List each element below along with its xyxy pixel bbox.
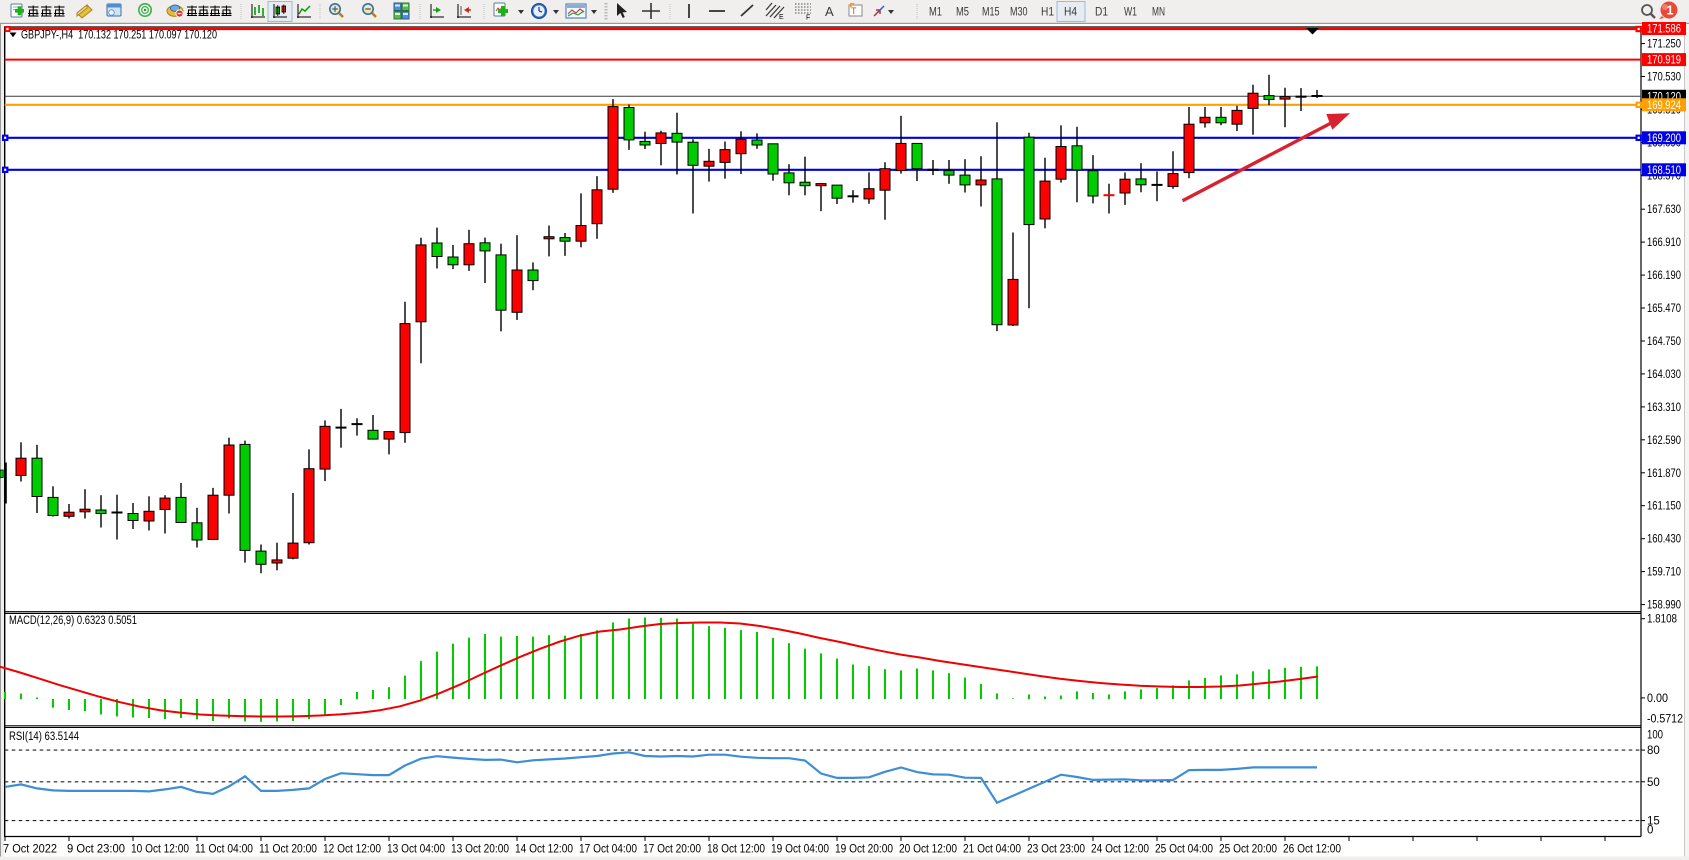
svg-text:19 Oct 04:00: 19 Oct 04:00 <box>771 844 829 856</box>
svg-text:161.870: 161.870 <box>1647 468 1681 480</box>
svg-text:171.250: 171.250 <box>1647 39 1681 51</box>
svg-text:0: 0 <box>1647 825 1653 837</box>
svg-text:161.150: 161.150 <box>1647 501 1681 513</box>
svg-text:170.919: 170.919 <box>1647 55 1681 67</box>
svg-text:167.630: 167.630 <box>1647 204 1681 216</box>
svg-text:12 Oct 12:00: 12 Oct 12:00 <box>323 844 381 856</box>
svg-text:GBPJPY-,H4 170.132 170.251 17: GBPJPY-,H4 170.132 170.251 170.097 170.1… <box>21 28 217 42</box>
svg-text:M5: M5 <box>956 5 969 19</box>
svg-text:RSI(14) 63.5144: RSI(14) 63.5144 <box>9 731 79 743</box>
svg-text:15: 15 <box>1647 816 1660 828</box>
svg-text:165.470: 165.470 <box>1647 303 1681 315</box>
svg-text:19 Oct 20:00: 19 Oct 20:00 <box>835 844 893 856</box>
svg-text:24 Oct 12:00: 24 Oct 12:00 <box>1091 844 1149 856</box>
svg-text:168.510: 168.510 <box>1647 165 1681 177</box>
svg-text:164.030: 164.030 <box>1647 369 1681 381</box>
svg-text:166.190: 166.190 <box>1647 270 1681 282</box>
svg-text:MACD(12,26,9) 0.6323 0.5051: MACD(12,26,9) 0.6323 0.5051 <box>9 615 137 627</box>
svg-text:158.990: 158.990 <box>1647 600 1681 612</box>
svg-text:17 Oct 20:00: 17 Oct 20:00 <box>643 844 701 856</box>
svg-text:M1: M1 <box>929 5 942 19</box>
svg-text:7 Oct 2022: 7 Oct 2022 <box>3 844 57 856</box>
svg-text:F: F <box>806 15 810 22</box>
svg-text:9 Oct 23:00: 9 Oct 23:00 <box>67 844 125 856</box>
svg-text:MN: MN <box>1152 5 1165 19</box>
svg-text:18 Oct 12:00: 18 Oct 12:00 <box>707 844 765 856</box>
svg-text:164.750: 164.750 <box>1647 336 1681 348</box>
svg-text:-0.5712: -0.5712 <box>1647 714 1683 726</box>
svg-text:25 Oct 04:00: 25 Oct 04:00 <box>1155 844 1213 856</box>
svg-text:D1: D1 <box>1095 5 1108 19</box>
svg-text:1: 1 <box>1667 4 1674 18</box>
svg-text:169.924: 169.924 <box>1647 100 1681 112</box>
svg-text:13 Oct 04:00: 13 Oct 04:00 <box>387 844 445 856</box>
svg-text:11 Oct 04:00: 11 Oct 04:00 <box>195 844 253 856</box>
svg-text:80: 80 <box>1647 745 1660 757</box>
svg-text:50: 50 <box>1647 777 1660 789</box>
svg-text:M30: M30 <box>1010 5 1028 19</box>
svg-text:M15: M15 <box>982 5 1000 19</box>
svg-text:0.00: 0.00 <box>1647 693 1668 705</box>
svg-text:20 Oct 12:00: 20 Oct 12:00 <box>899 844 957 856</box>
svg-text:T: T <box>851 6 857 16</box>
svg-text:162.590: 162.590 <box>1647 435 1681 447</box>
svg-text:10 Oct 12:00: 10 Oct 12:00 <box>131 844 189 856</box>
svg-text:100: 100 <box>1647 729 1663 741</box>
svg-text:E: E <box>779 14 784 21</box>
svg-text:W1: W1 <box>1124 5 1137 19</box>
svg-text:13 Oct 20:00: 13 Oct 20:00 <box>451 844 509 856</box>
svg-text:25 Oct 20:00: 25 Oct 20:00 <box>1219 844 1277 856</box>
svg-text:14 Oct 12:00: 14 Oct 12:00 <box>515 844 573 856</box>
svg-text:11 Oct 20:00: 11 Oct 20:00 <box>259 844 317 856</box>
svg-text:A: A <box>825 4 834 19</box>
svg-text:H4: H4 <box>1064 5 1077 19</box>
svg-text:170.530: 170.530 <box>1647 72 1681 84</box>
svg-text:H1: H1 <box>1041 5 1054 19</box>
svg-text:159.710: 159.710 <box>1647 567 1681 579</box>
svg-text:17 Oct 04:00: 17 Oct 04:00 <box>579 844 637 856</box>
svg-text:1.8108: 1.8108 <box>1647 614 1677 626</box>
svg-text:26 Oct 12:00: 26 Oct 12:00 <box>1283 844 1341 856</box>
svg-text:23 Oct 23:00: 23 Oct 23:00 <box>1027 844 1085 856</box>
svg-text:166.910: 166.910 <box>1647 237 1681 249</box>
svg-text:163.310: 163.310 <box>1647 402 1681 414</box>
svg-text:169.200: 169.200 <box>1647 133 1681 145</box>
svg-text:171.586: 171.586 <box>1647 24 1681 36</box>
svg-text:21 Oct 04:00: 21 Oct 04:00 <box>963 844 1021 856</box>
svg-text:160.430: 160.430 <box>1647 534 1681 546</box>
